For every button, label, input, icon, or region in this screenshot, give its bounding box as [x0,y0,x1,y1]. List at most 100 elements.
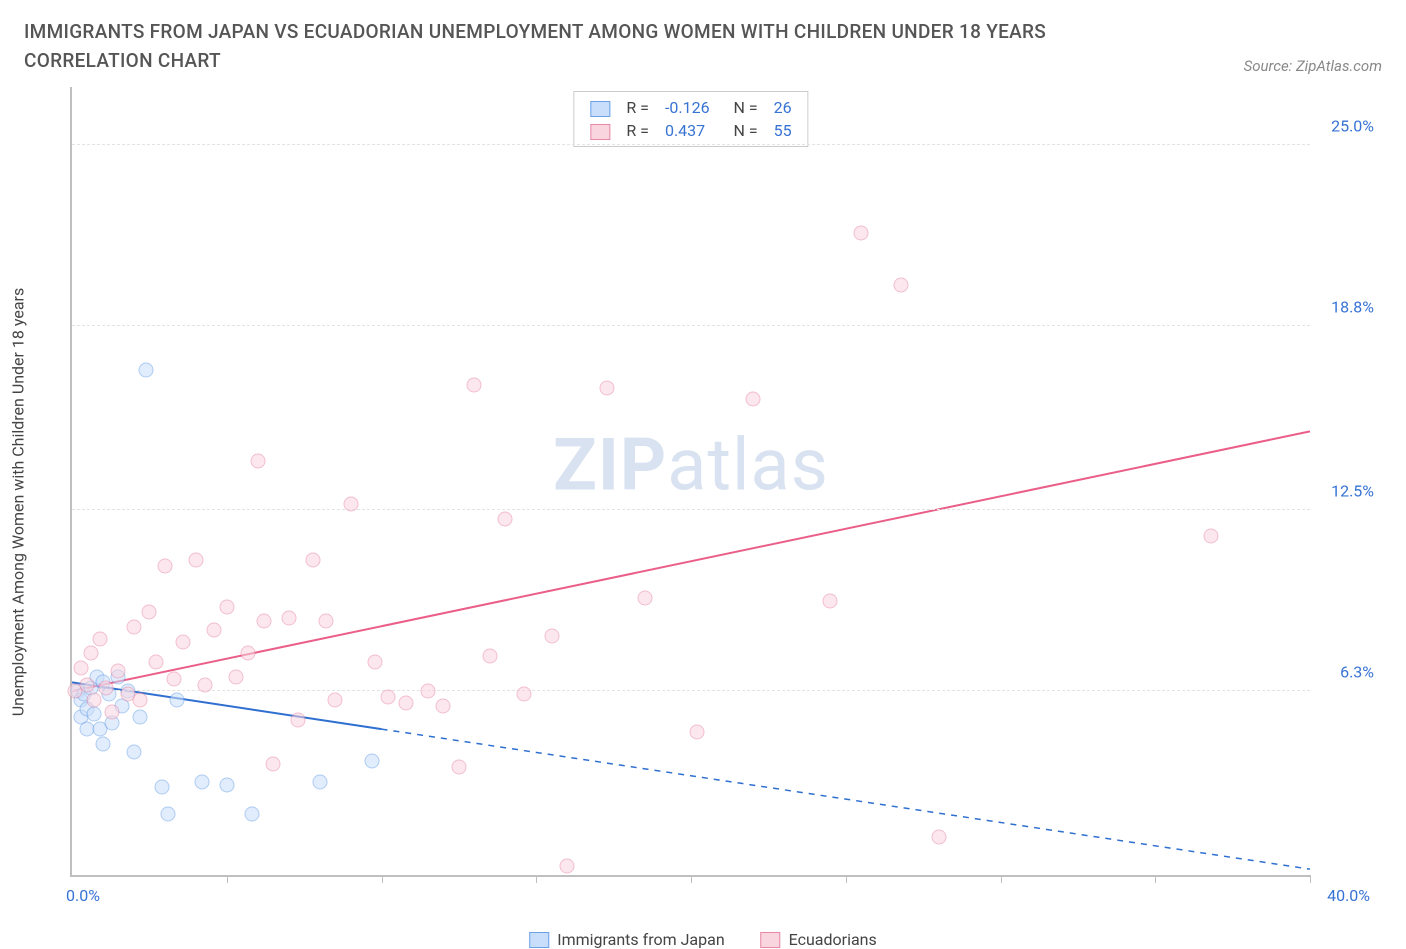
scatter-point [133,710,148,725]
scatter-point [854,225,869,240]
correlation-stats-box: R =-0.126 N =26 R = 0.437 N =55 [573,91,808,147]
x-tick [1001,875,1002,883]
bottom-legend: Immigrants from Japan Ecuadorians [529,930,877,949]
scatter-point [154,780,169,795]
scatter-point [823,593,838,608]
scatter-point [86,707,101,722]
scatter-point [139,363,154,378]
x-tick [227,875,228,883]
scatter-point [160,806,175,821]
scatter-point [560,859,575,874]
trend-line-dashed [382,729,1311,869]
stat-n-label: N = [718,119,766,142]
scatter-point [516,687,531,702]
scatter-point [80,678,95,693]
gridline [72,509,1310,510]
y-tick-label: 18.8% [1331,298,1374,317]
scatter-point [133,692,148,707]
legend-label: Ecuadorians [789,930,877,949]
scatter-point [142,605,157,620]
stat-n-value: 55 [766,119,800,142]
scatter-point [256,614,271,629]
stat-r-label: R = [618,96,657,119]
scatter-point [167,672,182,687]
scatter-point [219,599,234,614]
scatter-point [637,590,652,605]
scatter-point [894,278,909,293]
scatter-point [219,777,234,792]
stat-r-label: R = [618,119,657,142]
scatter-point [290,713,305,728]
scatter-point [194,774,209,789]
scatter-point [95,736,110,751]
scatter-point [931,830,946,845]
legend-swatch [761,932,781,948]
plot-area: ZIPatlas R =-0.126 N =26R = 0.437 N =55 … [70,87,1310,877]
x-tick [1155,875,1156,883]
scatter-point [312,774,327,789]
scatter-point [1203,529,1218,544]
scatter-point [467,377,482,392]
scatter-point [244,806,259,821]
scatter-point [399,695,414,710]
scatter-point [241,646,256,661]
x-tick [1310,875,1311,883]
trend-line-solid [72,431,1310,691]
scatter-point [420,684,435,699]
legend-swatch [590,124,610,140]
chart-container: Unemployment Among Women with Children U… [24,87,1382,917]
x-tick [846,875,847,883]
legend-item: Ecuadorians [761,930,877,949]
x-tick [382,875,383,883]
x-tick [536,875,537,883]
source-attribution: Source: ZipAtlas.com [1244,57,1382,75]
scatter-point [318,614,333,629]
scatter-point [250,453,265,468]
scatter-point [188,552,203,567]
scatter-point [126,745,141,760]
scatter-point [86,692,101,707]
scatter-point [600,380,615,395]
scatter-point [281,611,296,626]
scatter-point [690,725,705,740]
scatter-point [170,692,185,707]
y-tick-label: 25.0% [1331,117,1374,136]
x-tick-label: 0.0% [66,886,100,905]
scatter-point [229,669,244,684]
scatter-point [745,392,760,407]
scatter-point [126,619,141,634]
scatter-point [365,754,380,769]
gridline [72,144,1310,145]
scatter-point [544,628,559,643]
scatter-point [368,654,383,669]
scatter-point [176,634,191,649]
stat-r-value: -0.126 [657,96,718,119]
scatter-point [451,760,466,775]
scatter-point [498,511,513,526]
gridline [72,325,1310,326]
scatter-point [157,558,172,573]
scatter-point [343,497,358,512]
scatter-point [380,689,395,704]
y-axis-label: Unemployment Among Women with Children U… [9,288,28,716]
scatter-point [105,704,120,719]
stat-r-value: 0.437 [657,119,718,142]
scatter-point [482,649,497,664]
y-tick-label: 6.3% [1340,663,1374,682]
scatter-point [74,660,89,675]
scatter-point [148,654,163,669]
scatter-point [436,698,451,713]
y-tick-label: 12.5% [1331,482,1374,501]
scatter-point [111,663,126,678]
scatter-point [83,646,98,661]
scatter-point [328,692,343,707]
scatter-point [207,622,222,637]
stat-n-value: 26 [766,96,800,119]
legend-item: Immigrants from Japan [529,930,724,949]
legend-swatch [590,101,610,117]
scatter-point [99,681,114,696]
gridline [72,690,1310,691]
chart-title: IMMIGRANTS FROM JAPAN VS ECUADORIAN UNEM… [24,18,1124,75]
scatter-point [266,757,281,772]
stat-n-label: N = [718,96,766,119]
